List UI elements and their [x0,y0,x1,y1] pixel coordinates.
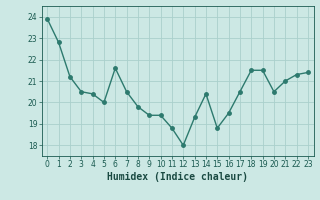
X-axis label: Humidex (Indice chaleur): Humidex (Indice chaleur) [107,172,248,182]
